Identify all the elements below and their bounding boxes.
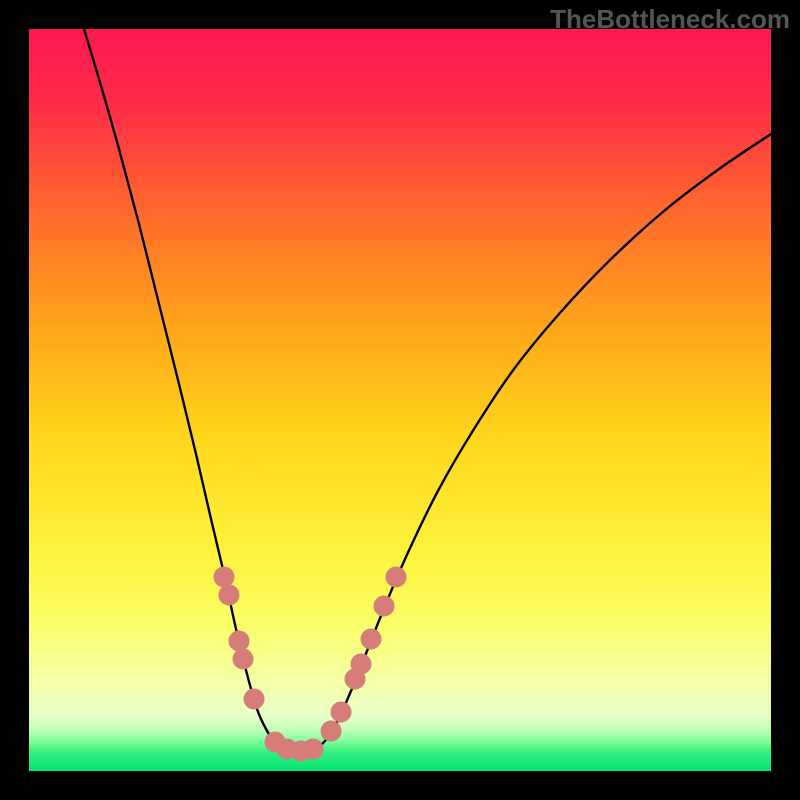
- frame-left: [0, 0, 29, 800]
- data-marker: [361, 629, 381, 649]
- data-marker: [219, 585, 239, 605]
- plot-svg: [29, 29, 771, 771]
- data-marker: [321, 721, 341, 741]
- data-marker: [374, 596, 394, 616]
- data-marker: [229, 631, 249, 651]
- data-marker: [214, 567, 234, 587]
- data-marker: [244, 689, 264, 709]
- data-marker: [233, 649, 253, 669]
- plot-area: [29, 29, 771, 771]
- data-marker: [303, 739, 323, 759]
- frame-bottom: [0, 771, 800, 800]
- data-marker: [351, 654, 371, 674]
- data-marker: [386, 567, 406, 587]
- data-marker: [331, 702, 351, 722]
- frame-right: [771, 0, 800, 800]
- gradient-background: [29, 29, 771, 771]
